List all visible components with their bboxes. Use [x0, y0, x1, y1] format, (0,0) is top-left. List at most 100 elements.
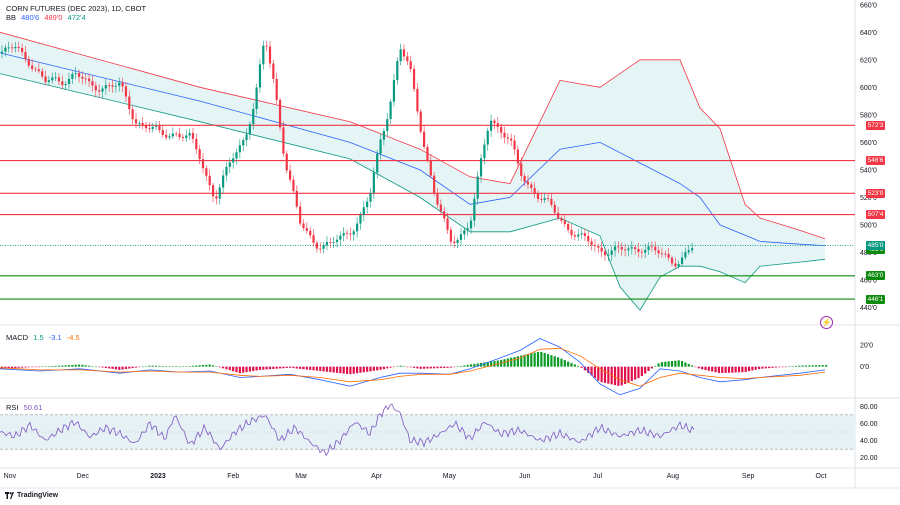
- candle-body: [546, 198, 550, 199]
- candle-body: [473, 198, 476, 221]
- candle-body: [563, 220, 566, 225]
- candle-body: [567, 224, 570, 230]
- candle-body: [104, 85, 107, 89]
- price-axis-tick-label: 500'0: [860, 222, 877, 229]
- candle-body: [476, 176, 479, 199]
- macd-histogram-bar: [205, 364, 208, 367]
- macd-histogram-bar: [744, 366, 747, 372]
- candle-body: [222, 175, 225, 188]
- macd-histogram-bar: [469, 364, 473, 367]
- candle-body: [570, 229, 573, 236]
- macd-histogram-bar: [258, 366, 262, 370]
- macd-histogram-bar: [650, 366, 653, 369]
- macd-histogram-bar: [188, 365, 191, 367]
- macd-histogram-bar: [252, 366, 255, 372]
- time-axis-tick-label: Sep: [742, 473, 755, 480]
- macd-histogram-bar: [4, 366, 7, 369]
- candle-body: [389, 101, 392, 120]
- bb-upper-value: 489'0: [44, 13, 63, 22]
- candle-body: [523, 175, 526, 182]
- candle-body: [101, 88, 104, 92]
- macd-histogram-bar: [98, 366, 101, 368]
- macd-histogram-bar: [449, 366, 452, 368]
- macd-histogram-bar: [111, 366, 114, 369]
- candle-body: [557, 212, 560, 219]
- candle-body: [670, 257, 674, 264]
- macd-histogram-bar: [825, 365, 828, 367]
- macd-histogram-bar: [372, 366, 375, 371]
- macd-histogram-bar: [151, 365, 154, 367]
- candle-body: [610, 250, 613, 255]
- macd-histogram-bar: [637, 366, 640, 379]
- candle-body: [272, 63, 275, 79]
- candle-body: [406, 56, 409, 62]
- macd-histogram-bar: [563, 360, 566, 367]
- macd-histogram-bar: [299, 366, 302, 369]
- level-price-label: 546'6: [866, 156, 885, 166]
- candle-body: [4, 47, 7, 52]
- candle-body: [10, 47, 14, 49]
- macd-histogram-bar: [587, 366, 590, 373]
- macd-histogram-bar: [309, 366, 312, 370]
- symbol-label: CORN FUTURES (DEC 2023), 1D, CBOT: [6, 4, 147, 13]
- candle-body: [530, 184, 533, 189]
- candle-body: [483, 144, 486, 159]
- macd-histogram-bar: [7, 366, 10, 369]
- candle-body: [295, 190, 298, 207]
- candle-body: [275, 78, 278, 100]
- candle-body: [624, 249, 627, 251]
- macd-histogram-bar: [41, 366, 44, 368]
- candle-body: [319, 248, 322, 250]
- macd-histogram-bar: [108, 366, 111, 369]
- rsi-axis-tick-label: 40.00: [860, 438, 878, 445]
- macd-histogram-bar: [423, 366, 426, 369]
- bb-legend: BB 480'6 489'0 472'4: [6, 13, 89, 22]
- macd-histogram-bar: [114, 366, 117, 370]
- price-axis-tick-label: 540'0: [860, 167, 877, 174]
- macd-histogram-bar: [34, 366, 37, 368]
- candle-body: [650, 246, 653, 248]
- macd-histogram-bar: [476, 363, 479, 367]
- time-axis-tick-label: Mar: [295, 473, 308, 480]
- macd-histogram-bar: [335, 366, 339, 373]
- macd-histogram-bar: [64, 365, 67, 367]
- macd-histogram-bar: [644, 366, 647, 374]
- macd-histogram-bar: [664, 361, 667, 367]
- candle-body: [339, 235, 342, 240]
- candle-body: [325, 242, 329, 246]
- candle-body: [644, 249, 647, 253]
- candle-body: [235, 152, 238, 159]
- macd-histogram-bar: [506, 358, 509, 367]
- macd-histogram-bar: [325, 366, 329, 372]
- macd-histogram-bar: [684, 362, 687, 367]
- macd-histogram-bar: [359, 366, 362, 373]
- candle-body: [654, 246, 657, 251]
- candle-body: [429, 160, 432, 176]
- time-axis-tick-label: May: [443, 473, 457, 480]
- tradingview-logo-icon: [5, 492, 14, 499]
- macd-histogram-bar: [305, 366, 308, 370]
- macd-histogram-bar: [573, 364, 576, 367]
- chart-title: CORN FUTURES (DEC 2023), 1D, CBOT: [6, 4, 149, 13]
- candle-body: [178, 133, 181, 138]
- candle-body: [121, 82, 124, 87]
- macd-histogram-bar: [54, 365, 57, 367]
- macd-histogram-bar: [392, 366, 396, 368]
- tradingview-logo: TradingView: [5, 492, 58, 499]
- macd-histogram-bar: [784, 366, 787, 368]
- macd-histogram-bar: [546, 354, 550, 367]
- macd-histogram-bar: [242, 366, 245, 373]
- macd-histogram-bar: [768, 366, 771, 369]
- candle-body: [329, 242, 332, 243]
- lightning-icon[interactable]: ⚡: [820, 316, 833, 329]
- macd-legend: MACD 1.5 -3.1 -4.5: [6, 333, 83, 342]
- macd-histogram-bar: [94, 366, 97, 368]
- macd-histogram-bar: [630, 366, 633, 382]
- macd-histogram-bar: [473, 363, 476, 367]
- macd-histogram-bar: [429, 366, 432, 369]
- macd-histogram-bar: [801, 365, 804, 367]
- macd-histogram-bar: [118, 366, 121, 370]
- candle-body: [382, 130, 385, 140]
- candle-body: [453, 241, 456, 244]
